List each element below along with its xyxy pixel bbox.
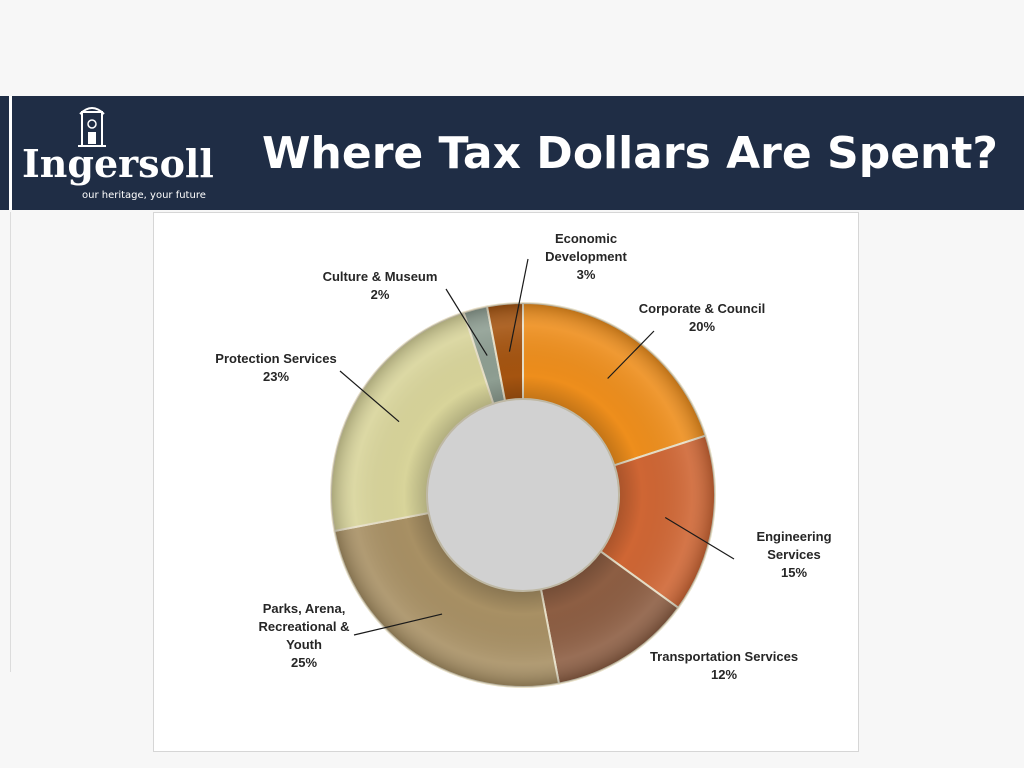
leader-line-4	[339, 370, 400, 423]
slice-label-3: Parks, Arena, Recreational & Youth 25%	[258, 601, 349, 670]
chart-frame: Corporate & Council 20% Engineering Service…	[153, 212, 859, 752]
donut-slice-3	[333, 511, 561, 688]
leader-line-5	[445, 288, 488, 356]
header-banner	[0, 96, 1024, 210]
clock-tower-icon	[78, 107, 106, 147]
donut-slice-0	[522, 301, 707, 467]
logo-tagline: our heritage, your future	[82, 190, 206, 201]
slide-edge-line	[10, 212, 11, 672]
slice-label-5: Culture & Museum 2%	[323, 269, 438, 302]
leader-line-6	[508, 258, 529, 352]
donut-slice-4	[330, 311, 495, 533]
leader-line-3	[353, 613, 443, 636]
slice-label-4: Protection Services 23%	[215, 351, 336, 384]
donut-chart: Corporate & Council 20% Engineering Service…	[215, 231, 832, 688]
ingersoll-logo: Ingersoll our heritage, your future	[22, 100, 222, 206]
logo-wordmark: Ingersoll	[22, 141, 214, 186]
slice-label-0: Corporate & Council 20%	[639, 301, 765, 334]
leader-line-1	[664, 517, 735, 560]
banner-accent-bar	[9, 96, 12, 210]
slice-label-1: Engineering Services 15%	[756, 529, 831, 580]
leader-line-0	[607, 330, 655, 379]
slice-label-2: Transportation Services 12%	[650, 649, 798, 682]
slice-label-6: Economic Development 3%	[545, 231, 627, 282]
page-title: Where Tax Dollars Are Spent?	[262, 128, 998, 179]
